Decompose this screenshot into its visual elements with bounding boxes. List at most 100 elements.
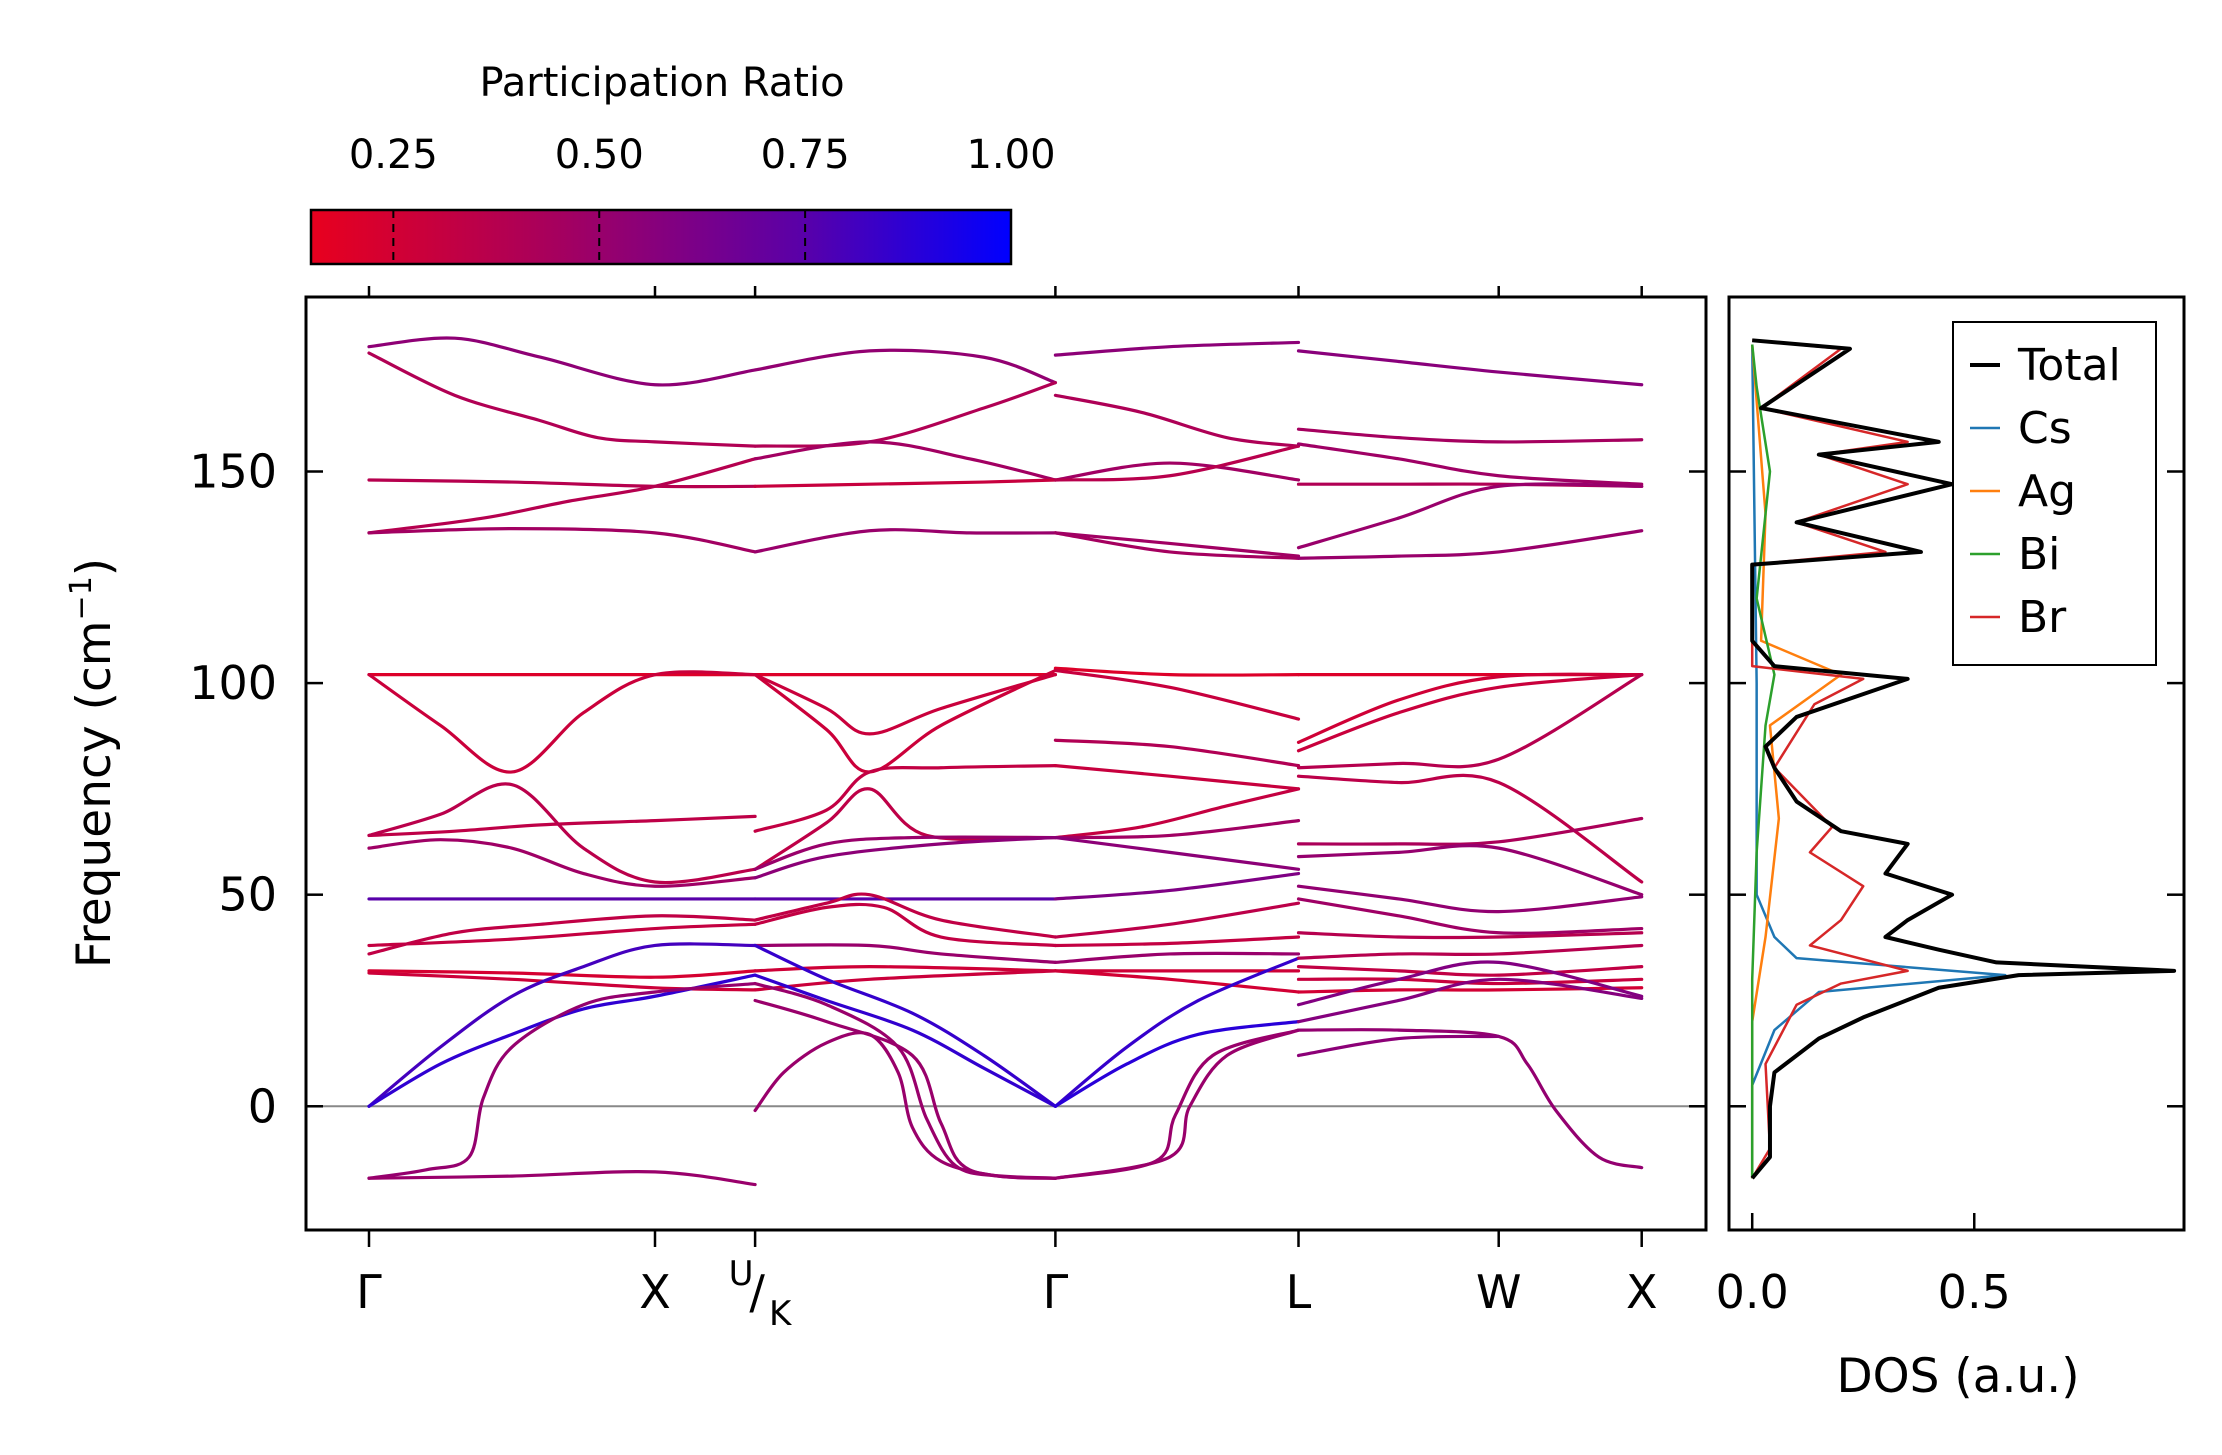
phonon-band xyxy=(1296,931,1644,940)
dos-x-axis-title: DOS (a.u.) xyxy=(1836,1349,2079,1404)
phonon-band xyxy=(367,922,757,948)
phonon-band xyxy=(367,914,757,956)
phonon-band xyxy=(753,528,1057,554)
phonon-band xyxy=(1053,738,1301,768)
y-axis-title: Frequency (cm−1) xyxy=(64,558,122,968)
phonon-band xyxy=(1296,529,1644,560)
colorbar-title: Participation Ratio xyxy=(479,60,844,106)
dos-line-total xyxy=(1750,338,2177,1180)
phonon-band xyxy=(1053,668,1301,721)
phonon-band xyxy=(1053,531,1301,560)
phonon-band xyxy=(367,527,757,554)
dos-line-ag xyxy=(1750,344,1843,1179)
phonon-band xyxy=(753,943,1057,1108)
phonon-band xyxy=(1296,844,1644,897)
colorbar-tick-label: 0.50 xyxy=(555,132,644,178)
x-tick-label-uk: U/K xyxy=(729,1254,793,1334)
phonon-band xyxy=(1053,340,1301,357)
legend-label-total: Total xyxy=(2017,340,2121,391)
x-tick-label: W xyxy=(1476,1265,1521,1319)
phonon-band xyxy=(1296,349,1644,387)
phonon-band xyxy=(367,457,757,535)
phonon-band xyxy=(1296,977,1644,986)
phonon-band xyxy=(753,787,1057,871)
x-tick-label: L xyxy=(1286,1265,1312,1319)
phonon-band xyxy=(1296,1028,1644,1170)
x-tick-label-u: U xyxy=(729,1254,754,1294)
phonon-band xyxy=(1053,461,1301,482)
phonon-band xyxy=(1053,1028,1301,1180)
phonon-band xyxy=(1296,442,1644,486)
dos-legend: Total Cs Ag Bi Br xyxy=(1952,321,2157,666)
phonon-band xyxy=(753,348,1057,385)
phonon-band xyxy=(367,478,757,489)
phonon-band xyxy=(1296,897,1644,935)
x-tick-label: X xyxy=(639,1265,671,1319)
phonon-band xyxy=(753,381,1057,448)
legend-frame xyxy=(1952,321,2157,666)
colorbar-tick-label: 0.75 xyxy=(761,132,850,178)
phonon-band xyxy=(1053,935,1301,948)
legend-label-br: Br xyxy=(2018,592,2067,643)
phonon-band xyxy=(367,969,757,979)
phonon-band xyxy=(753,764,1057,833)
phonon-band xyxy=(367,351,757,448)
phonon-band xyxy=(1053,1020,1301,1108)
phonon-band xyxy=(1053,787,1301,840)
phonon-band xyxy=(1053,764,1301,791)
dos-line-bi xyxy=(1750,344,1776,1179)
phonon-band xyxy=(753,902,1057,948)
dos-plot-frame xyxy=(1727,295,2186,1232)
phonon-band xyxy=(1296,427,1644,444)
phonon-band xyxy=(1053,969,1301,994)
phonon-band xyxy=(1053,666,1301,677)
phonon-band xyxy=(1053,951,1301,964)
phonon-band xyxy=(1053,444,1301,482)
colorbar: Participation Ratio 0.25 0.50 0.75 1.00 xyxy=(309,60,1056,266)
y-tick-label: 0 xyxy=(248,1079,277,1133)
phonon-band xyxy=(367,782,757,885)
x-tick-label: Γ xyxy=(1043,1265,1069,1319)
colorbar-tick-label: 1.00 xyxy=(966,132,1055,178)
phonon-band xyxy=(367,973,757,1108)
phonon-band xyxy=(1296,960,1644,1007)
phonon-band xyxy=(367,971,757,992)
phonon-band xyxy=(367,981,757,1180)
phonon-band xyxy=(1296,977,1644,1024)
phonon-band xyxy=(1053,393,1301,448)
phonon-band xyxy=(1296,816,1644,846)
legend-label-bi: Bi xyxy=(2018,529,2060,580)
phonon-band xyxy=(1053,956,1301,1108)
phonon-band xyxy=(1053,819,1301,840)
dos-panel: 0.0 0.5 DOS (a.u.) Total Cs Ag Bi Br xyxy=(1716,295,2186,1404)
dos-line-br xyxy=(1750,339,1909,1179)
phonon-band xyxy=(1296,1034,1501,1058)
phonon-band xyxy=(753,835,1057,880)
phonon-band xyxy=(1296,482,1644,550)
legend-label-ag: Ag xyxy=(2018,466,2076,517)
dos-line-cs xyxy=(1750,344,2007,1179)
phonon-band xyxy=(753,835,1057,871)
phonon-band xyxy=(1296,673,1644,753)
phonon-band xyxy=(367,1170,757,1187)
phonon-band xyxy=(1296,673,1644,770)
dos-x-tick-label: 0.0 xyxy=(1716,1265,1789,1319)
band-plot-frame xyxy=(304,295,1708,1232)
phonon-band xyxy=(753,965,1057,973)
phonon-band xyxy=(367,670,757,774)
phonon-band xyxy=(367,336,757,387)
phonon-band xyxy=(367,942,757,1108)
phonon-band xyxy=(1053,531,1301,558)
phonon-band xyxy=(367,838,757,888)
phonon-band xyxy=(753,673,1057,736)
phonon-band xyxy=(1296,773,1644,884)
phonon-band xyxy=(1296,965,1644,977)
legend-label-cs: Cs xyxy=(2018,403,2072,454)
phonon-band xyxy=(1053,901,1301,939)
phonon-band xyxy=(1296,943,1644,960)
phonon-band xyxy=(753,973,1057,1108)
y-tick-label: 150 xyxy=(189,445,277,499)
x-tick-label: X xyxy=(1626,1265,1658,1319)
phonon-band xyxy=(367,814,757,838)
y-tick-label: 100 xyxy=(189,656,277,710)
